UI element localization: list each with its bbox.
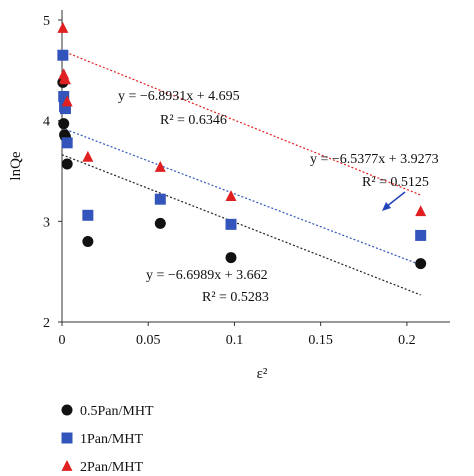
x-tick-label: 0.05 <box>136 333 161 348</box>
legend-marker <box>61 432 73 444</box>
r2-1pan: R² = 0.5125 <box>362 175 429 190</box>
trendline <box>61 127 421 266</box>
data-point <box>225 190 237 202</box>
trendlines <box>61 50 421 296</box>
axes <box>61 10 450 323</box>
y-tick-label: 3 <box>43 215 50 230</box>
y-tick-label: 4 <box>43 115 50 130</box>
x-tick-label: 0.15 <box>308 333 333 348</box>
x-axis-label: ε² <box>257 366 268 382</box>
x-ticks: 0 0.05 0.1 0.15 0.2 <box>59 322 416 348</box>
legend-label: 0.5Pan/MHT <box>80 404 154 419</box>
points <box>57 22 427 270</box>
data-point <box>58 91 70 103</box>
data-point <box>57 49 69 61</box>
data-point <box>154 193 166 205</box>
data-point <box>225 252 237 264</box>
y-tick-label: 5 <box>43 14 50 29</box>
r2-2pan: R² = 0.6346 <box>160 113 227 128</box>
data-point <box>58 118 70 130</box>
data-point <box>59 103 71 115</box>
legend-label: 2Pan/MHT <box>80 460 143 475</box>
legend-label: 1Pan/MHT <box>80 432 143 447</box>
data-point <box>59 73 71 85</box>
y-ticks: 2 3 4 5 <box>43 14 62 331</box>
legend-marker <box>61 404 73 416</box>
data-point <box>154 217 166 229</box>
data-point <box>415 229 427 241</box>
y-axis-label: lnQe <box>8 151 24 181</box>
legend-marker <box>61 459 73 471</box>
data-point <box>225 218 237 230</box>
data-point <box>61 137 73 149</box>
data-point <box>415 205 427 217</box>
data-point <box>61 95 73 107</box>
x-tick-label: 0.1 <box>226 333 244 348</box>
data-point <box>415 258 427 270</box>
annotation-arrow <box>382 191 406 211</box>
r2-05pan: R² = 0.5283 <box>202 290 269 305</box>
equation-05pan: y = −6.6989x + 3.662 <box>146 268 268 283</box>
trendline <box>61 50 421 196</box>
data-point <box>61 158 73 170</box>
trendline <box>61 154 421 296</box>
x-tick-label: 0 <box>59 333 66 348</box>
x-tick-label: 0.2 <box>398 333 416 348</box>
equation-2pan: y = −6.8931x + 4.695 <box>118 89 240 104</box>
data-point <box>57 22 69 33</box>
equation-1pan: y = −6.5377x + 3.9273 <box>310 152 439 167</box>
legend: 0.5Pan/MHT 1Pan/MHT 2Pan/MHT <box>61 404 154 475</box>
data-point <box>82 150 94 162</box>
y-tick-label: 2 <box>43 316 50 331</box>
data-point <box>82 209 94 221</box>
data-point <box>82 235 94 247</box>
data-point <box>154 160 166 172</box>
